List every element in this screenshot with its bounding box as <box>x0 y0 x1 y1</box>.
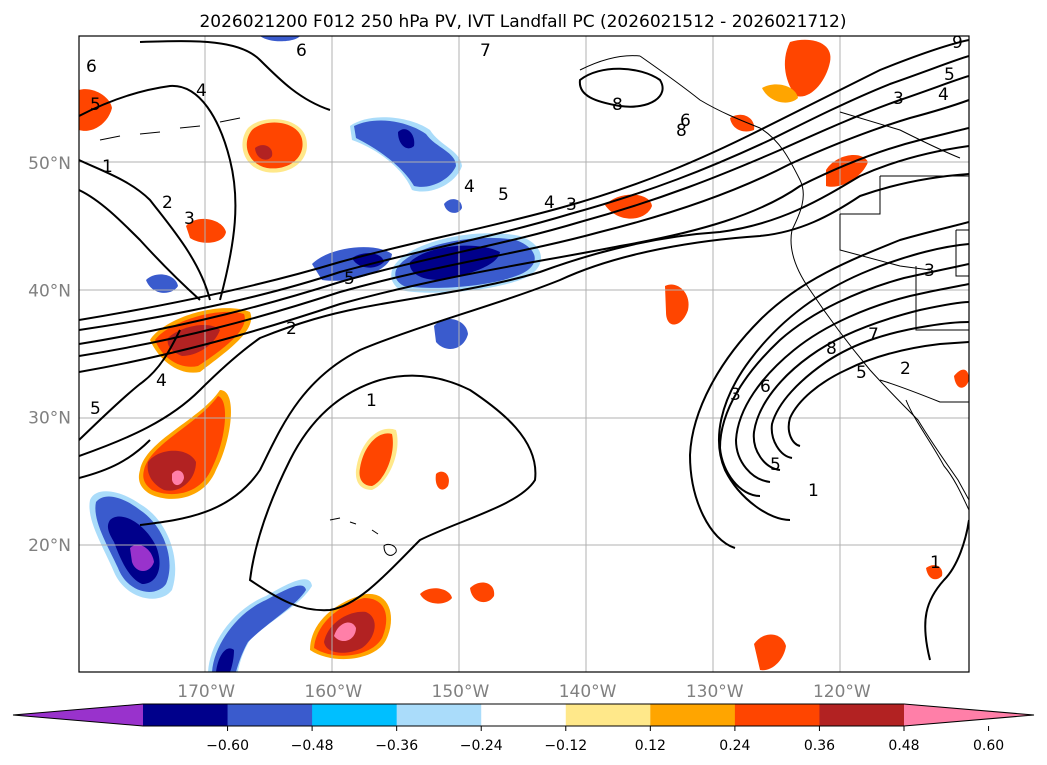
contour-label: 5 <box>856 363 867 383</box>
colorbar-segment <box>312 704 398 726</box>
contour-label: 5 <box>90 399 101 419</box>
lon-tick-label: 140°W <box>559 682 617 702</box>
colorbar-segment <box>227 704 313 726</box>
pv-positive-blob <box>954 369 969 388</box>
map-gridlines <box>79 36 969 672</box>
contour-label: 3 <box>893 89 904 109</box>
colorbar-segment <box>143 704 229 726</box>
colorbar-segment <box>565 704 651 726</box>
pv-positive-blob <box>784 39 831 97</box>
colorbar-segment <box>650 704 736 726</box>
colorbar-tick-label: −0.24 <box>460 738 503 754</box>
pv-positive-blob <box>665 284 689 325</box>
contour-label: 1 <box>808 481 819 501</box>
contour-label: 8 <box>676 121 687 141</box>
lon-tick-label: 120°W <box>813 682 871 702</box>
lon-tick-label: 160°W <box>304 682 362 702</box>
contour-label: 2 <box>900 359 911 379</box>
contour-label: 9 <box>952 33 963 53</box>
contour-label: 8 <box>826 339 837 359</box>
pv-positive-blob <box>242 119 307 173</box>
contour-label: 8 <box>612 95 623 115</box>
contour-label: 7 <box>868 325 879 345</box>
lon-tick-label: 130°W <box>686 682 744 702</box>
contour-label: 4 <box>544 193 555 213</box>
lat-tick-label: 40°N <box>28 281 71 301</box>
pv-negative-blob <box>146 274 178 293</box>
contour-label: 1 <box>930 553 941 573</box>
colorbar-tick-label: 0.60 <box>973 738 1004 754</box>
pv-negative-blob <box>350 117 462 192</box>
colorbar-tick-label: 0.12 <box>635 738 666 754</box>
longitude-labels: 170°W 160°W 150°W 140°W 130°W 120°W <box>177 682 871 702</box>
contour-label: 6 <box>680 111 691 131</box>
colorbar-tick-label: −0.48 <box>291 738 334 754</box>
contour-label: 3 <box>566 195 577 215</box>
pv-negative-blob <box>89 491 176 599</box>
contour-label: 5 <box>498 185 509 205</box>
contour-label: 2 <box>162 193 173 213</box>
pv-positive-blob <box>186 218 226 243</box>
map-background <box>79 36 969 672</box>
colorbar: −0.60 −0.48 −0.36 −0.24 −0.12 0.12 0.24 0.36 0.4… <box>12 703 1035 754</box>
contour-label: 5 <box>770 455 781 475</box>
colorbar-tick-label: 0.24 <box>719 738 750 754</box>
contour-label: 4 <box>938 85 949 105</box>
contour-label: 4 <box>196 81 207 101</box>
colorbar-tick-label: 0.36 <box>804 738 835 754</box>
colorbar-tick-label: −0.60 <box>206 738 249 754</box>
colorbar-segment <box>481 704 567 726</box>
colorbar-extend-max <box>904 704 1034 726</box>
ivt-contours <box>79 39 969 661</box>
contour-label: 5 <box>344 269 355 289</box>
pv-positive-blob <box>762 84 798 103</box>
contour-label: 6 <box>86 57 97 77</box>
pv-positive-blob <box>420 588 452 604</box>
colorbar-segment <box>819 704 905 726</box>
contour-label: 4 <box>156 371 167 391</box>
latitude-labels: 50°N 40°N 30°N 20°N <box>28 154 71 556</box>
contour-label: 6 <box>760 377 771 397</box>
contour-label: 4 <box>464 177 475 197</box>
pv-negative-blob <box>260 36 300 42</box>
lat-tick-label: 20°N <box>28 536 71 556</box>
contour-label: 5 <box>90 95 101 115</box>
pv-positive-blob <box>826 155 868 187</box>
contour-label: 5 <box>944 65 955 85</box>
contour-label: 3 <box>730 385 741 405</box>
lat-tick-label: 30°N <box>28 409 71 429</box>
contour-label: 7 <box>480 41 491 61</box>
contour-labels: 6 4 5 1 2 3 7 8 6 5 4 3 4 3 5 4 2 5 1 8 … <box>86 33 963 573</box>
contour-label: 2 <box>286 319 297 339</box>
chart-title: 2026021200 F012 250 hPa PV, IVT Landfall… <box>199 12 846 32</box>
contour-label: 3 <box>184 209 195 229</box>
pv-positive-blob <box>754 634 786 671</box>
pv-positive-blob <box>730 114 755 132</box>
pv-positive-blob <box>435 471 449 490</box>
lon-tick-label: 170°W <box>177 682 235 702</box>
pv-positive-blob <box>355 428 398 490</box>
pv-positive-blob <box>79 89 112 131</box>
colorbar-segment <box>734 704 820 726</box>
lon-tick-label: 150°W <box>432 682 490 702</box>
contour-label: 1 <box>366 391 377 411</box>
pv-positive-blob <box>926 565 943 580</box>
contour-label: 1 <box>102 157 113 177</box>
colorbar-tick-label: −0.12 <box>544 738 587 754</box>
pv-negative-blob <box>444 199 462 213</box>
contour-label: 6 <box>296 41 307 61</box>
colorbar-tick-label: −0.36 <box>375 738 418 754</box>
colorbar-tick-label: 0.48 <box>888 738 919 754</box>
colorbar-segment <box>396 704 482 726</box>
colorbar-extend-min <box>13 704 143 726</box>
map-frame <box>78 35 970 673</box>
contour-label: 3 <box>924 261 935 281</box>
pv-positive-blob <box>470 582 495 603</box>
colorbar-outline <box>12 703 1035 727</box>
lat-tick-label: 50°N <box>28 154 71 174</box>
